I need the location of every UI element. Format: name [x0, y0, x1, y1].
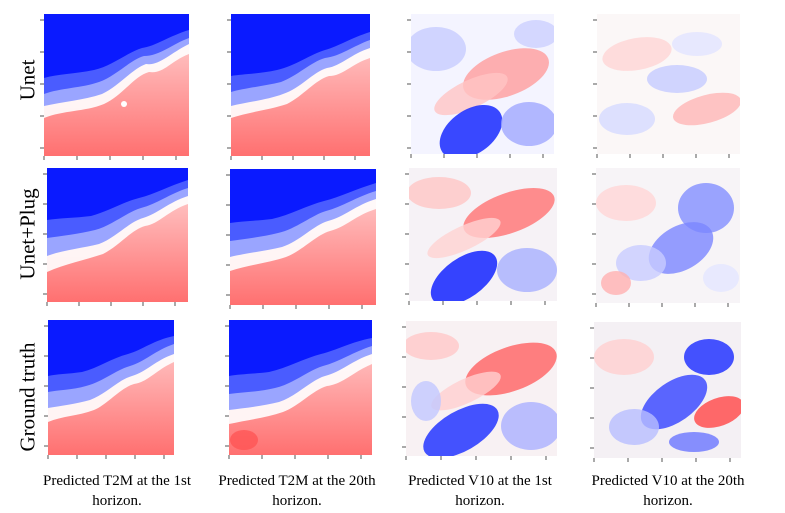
caption-line2: horizon. [643, 493, 693, 509]
panel-unet-v10-1st [411, 14, 554, 154]
row-label-unet-plug: Unet+Plug [15, 188, 40, 280]
caption-line1: Predicted T2M at the 20th [218, 473, 376, 489]
panel-gt-t2m-20th [229, 320, 372, 455]
caption-line1: Predicted V10 at the 20th [591, 473, 745, 489]
panel-gt-v10-1st [406, 321, 557, 456]
caption-line1: Predicted V10 at the 1st [408, 473, 552, 489]
caption-t2m-20th: Predicted T2M at the 20th horizon. [199, 471, 395, 511]
caption-line1: Predicted T2M at the 1st [42, 473, 192, 489]
panel-gt-t2m-1st [48, 320, 174, 455]
panel-unetplug-t2m-1st [47, 168, 188, 302]
caption-v10-20th: Predicted V10 at the 20th horizon. [570, 471, 766, 511]
caption-v10-1st: Predicted V10 at the 1st horizon. [382, 471, 578, 511]
panel-unet-t2m-1st [44, 14, 189, 156]
panel-unetplug-t2m-20th [230, 169, 376, 305]
caption-line2: horizon. [455, 493, 505, 509]
caption-line2: horizon. [92, 493, 142, 509]
row-label-unet: Unet [15, 59, 40, 101]
panel-unet-t2m-20th [231, 14, 370, 156]
row-label-ground-truth: Ground truth [15, 342, 40, 452]
panel-unetplug-v10-1st [409, 168, 557, 301]
panel-unetplug-v10-20th [596, 168, 740, 303]
panel-unet-v10-20th [597, 14, 740, 154]
caption-t2m-1st: Predicted T2M at the 1st horizon. [19, 471, 215, 511]
caption-line2: horizon. [272, 493, 322, 509]
panel-gt-v10-20th [594, 322, 741, 458]
